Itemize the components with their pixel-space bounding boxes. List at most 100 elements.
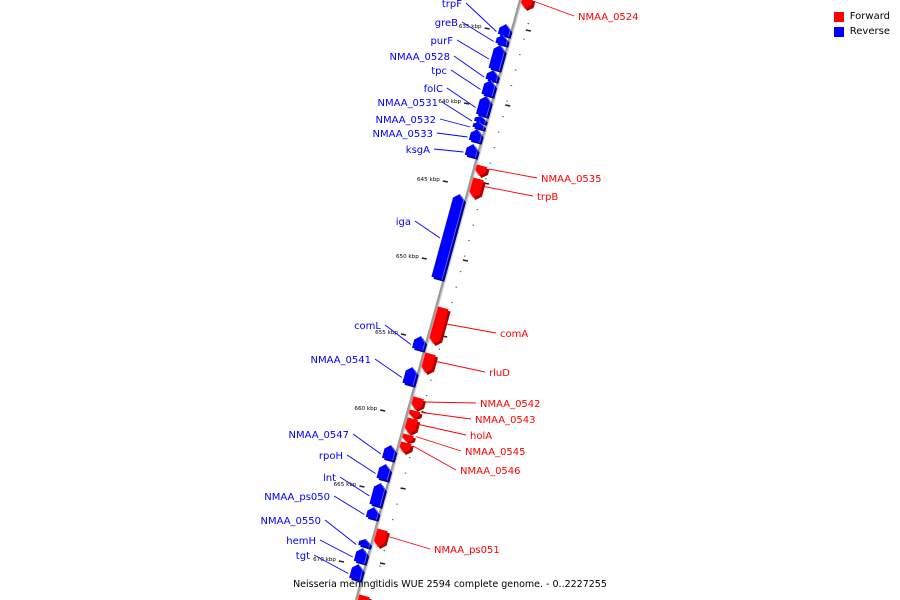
gene-nmaa-0533-reverse-arrow	[468, 128, 484, 145]
gene-purf-reverse-arrow	[488, 44, 507, 73]
reverse-swatch	[833, 26, 844, 37]
gene-lnt-reverse-arrow	[369, 482, 387, 509]
gene-label: rpoH	[319, 451, 343, 462]
arrow-body	[381, 445, 396, 461]
arrow-body	[475, 164, 488, 176]
arrow-highlight	[479, 121, 485, 130]
gene-label-connector	[436, 361, 486, 373]
arrow-body	[475, 96, 491, 117]
gene-label-connector	[418, 424, 467, 436]
gene-label-connector	[333, 495, 365, 515]
gene-features	[349, 0, 536, 600]
arrow-highlight	[373, 528, 379, 548]
gene-label-connector	[374, 358, 403, 378]
gene-nmaa-0535-forward-arrow	[474, 164, 490, 179]
forward-swatch	[833, 11, 844, 22]
legend-label-forward: Forward	[849, 11, 890, 22]
gene-label-connector	[450, 69, 481, 90]
arrow-highlight	[373, 506, 379, 520]
arrow-highlight	[401, 433, 407, 443]
arrow-highlight	[493, 69, 499, 82]
gene-label-connector	[388, 536, 431, 550]
arrow-body	[485, 70, 498, 82]
arrow-body	[464, 144, 478, 158]
gene-label: tpc	[431, 66, 447, 77]
legend-item-forward: Forward	[833, 9, 890, 24]
gene-label: purF	[430, 36, 453, 47]
gene-nmaa-0550-reverse-arrow	[358, 538, 373, 550]
scale-tick	[400, 333, 407, 336]
gene-label: NMAA_0550	[260, 516, 321, 527]
arrow-highlight	[486, 95, 491, 117]
gene-nmaa-0547-reverse-arrow	[381, 444, 398, 463]
gene-nmaa-ps050-reverse-arrow	[365, 506, 381, 522]
gene-nmaa-ps051-forward-arrow	[373, 528, 390, 550]
arrow-highlight	[357, 594, 360, 600]
scale-label: 665 kbp	[334, 482, 357, 488]
gene-label: NMAA_0535	[541, 174, 602, 185]
arrow-body	[399, 441, 412, 453]
scale-label: 640 kbp	[438, 99, 461, 105]
gene-label-connector	[422, 412, 472, 420]
gene-label: NMAA_0547	[288, 430, 349, 441]
gene-tgt-reverse-arrow	[349, 563, 365, 583]
gene-label-connector	[412, 445, 457, 471]
gene-label-connector	[465, 2, 497, 32]
gene-label-connector	[414, 220, 441, 239]
gene-nmaa-0532-reverse-arrow	[472, 121, 487, 132]
arrow-highlight	[358, 563, 363, 581]
major-tick	[525, 29, 531, 32]
scale-tick	[421, 257, 427, 260]
major-tick	[505, 104, 511, 107]
scale-label: 645 kbp	[417, 177, 440, 183]
arrow-body	[357, 594, 370, 600]
scale-tick	[463, 102, 470, 105]
gene-trpb-forward-arrow	[468, 177, 486, 201]
gene-label: NMAA_0543	[475, 415, 536, 426]
gene-label: iga	[396, 217, 411, 228]
gene-label-connector	[339, 476, 370, 497]
gene-nmaa-0528-reverse-arrow	[485, 69, 500, 84]
gene-nmaa-0545-forward-arrow	[401, 433, 416, 445]
arrow-body	[404, 417, 419, 434]
genome-caption: Neisseria meningitidis WUE 2594 complete…	[293, 579, 607, 590]
arrow-highlight	[379, 482, 386, 507]
gene-label-connector	[534, 1, 575, 17]
gene-label: NMAA_0533	[372, 129, 433, 140]
gene-label: NMAA_0541	[310, 355, 371, 366]
scale-label: 655 kbp	[375, 330, 398, 336]
arrow-highlight	[420, 352, 426, 374]
arrow-body	[365, 507, 379, 520]
gene-folc-reverse-arrow	[475, 95, 493, 119]
gene-label: NMAA_0542	[480, 399, 541, 410]
gene-label: folC	[424, 84, 443, 95]
gene-label-connector	[384, 324, 412, 345]
scale-tick	[338, 560, 345, 563]
gene-nmaa-0541-reverse-arrow	[402, 366, 419, 388]
gene-label: greB	[435, 18, 458, 29]
gene-tpc-reverse-arrow	[481, 79, 498, 99]
gene-label: comA	[500, 329, 528, 340]
gene-coml-reverse-arrow	[412, 335, 428, 353]
arrow-highlight	[477, 128, 482, 143]
gene-label: NMAA_ps051	[434, 545, 500, 556]
arrow-highlight	[410, 396, 416, 411]
arrow-body	[369, 483, 385, 507]
gene-label-connector	[441, 101, 473, 122]
gene-label-connector	[446, 87, 476, 108]
arrow-highlight	[520, 0, 526, 10]
gene-label: ksgA	[406, 145, 430, 156]
gene-nmaa-0524-forward-arrow	[520, 0, 536, 12]
gene-label-connector	[436, 132, 468, 138]
scale-tick	[484, 27, 490, 30]
gene-label: NMAA_0524	[578, 12, 639, 23]
gene-label-connector	[352, 433, 382, 455]
arrow-highlight	[365, 538, 371, 548]
major-tick	[379, 562, 386, 565]
scale-tick	[380, 409, 386, 412]
gene-label: NMAA_0531	[377, 98, 438, 109]
arrow-highlight	[474, 164, 480, 177]
